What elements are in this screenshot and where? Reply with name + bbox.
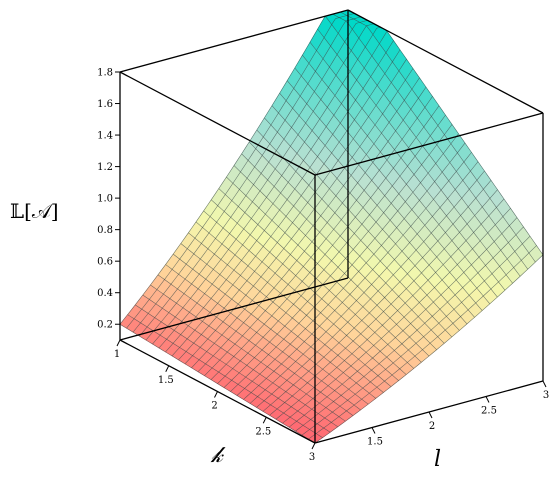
z-tick-label: 0.8 [97,225,113,236]
mesh-line [301,236,531,436]
l-tick-label: 3 [543,390,549,401]
tick-mark [311,442,316,450]
k-tick-label: 1.5 [158,375,174,386]
z-tick-label: 1.6 [97,99,113,110]
mesh-line [308,245,537,440]
surface-mesh [119,9,544,444]
axis-ticks: 0.2 0.4 0.6 0.8 1.0 1.2 1.4 1.6 1.8 1 1.5 2 2.5 3 1.5 2… [97,68,549,464]
tick-mark [165,365,170,372]
box-edge [119,9,349,73]
box-edge [119,277,349,341]
surface [119,9,544,444]
mesh-line [288,217,518,428]
tick-mark [214,391,218,398]
z-tick-label: 1.2 [97,162,113,173]
z-tick-label: 0.6 [97,257,113,268]
l-axis-title: l [434,447,441,472]
mesh-line [309,42,506,291]
mesh-line [314,254,544,444]
k-tick-label: 1 [114,349,120,360]
z-tick-label: 1.0 [97,194,113,205]
z-tick-label: 0.4 [97,288,113,299]
z-tick-label: 0.2 [97,320,113,331]
box-edge [314,112,544,176]
tick-mark [542,380,547,388]
z-tick-label: 1.4 [97,131,113,142]
mesh-line [340,11,536,263]
tick-mark [262,417,267,424]
box-edge [119,71,316,176]
k-axis-title: 𝓀 [210,443,226,468]
tick-mark [371,427,376,434]
mesh-line [317,28,513,284]
l-tick-label: 1.5 [367,437,383,448]
l-tick-label: 2.5 [481,406,497,417]
z-tick-label: 1.8 [97,68,113,79]
k-tick-label: 2 [211,401,217,412]
z-axis-title: 𝕃[𝒜] [10,199,59,223]
k-tick-label: 2.5 [255,426,271,437]
box-edge [347,9,544,114]
tick-mark [428,411,433,419]
mesh-line [295,226,524,432]
tick-mark [485,396,490,403]
l-tick-label: 2 [429,421,435,432]
tick-mark [116,339,121,347]
mesh-line [332,13,529,270]
k-tick-label: 3 [309,452,315,463]
